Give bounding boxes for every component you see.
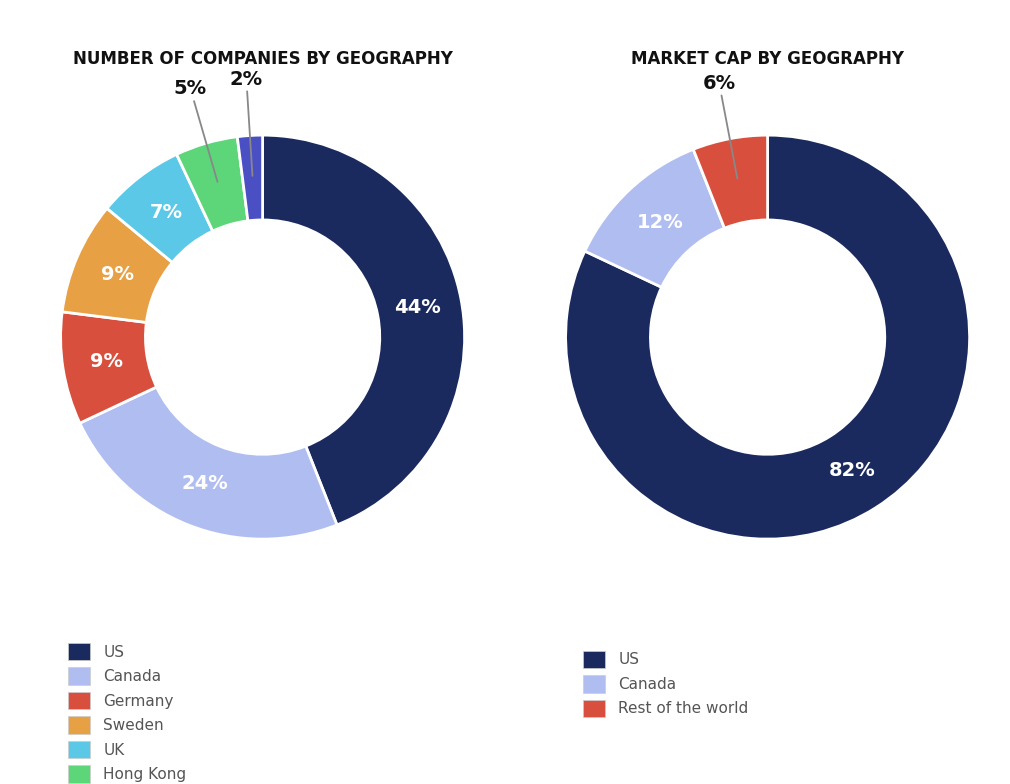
Wedge shape xyxy=(107,154,213,263)
Legend: US, Canada, Rest of the world: US, Canada, Rest of the world xyxy=(584,651,748,717)
Text: 82%: 82% xyxy=(828,461,876,480)
Text: 24%: 24% xyxy=(181,474,228,493)
Text: 6%: 6% xyxy=(703,74,737,179)
Wedge shape xyxy=(566,135,970,539)
Legend: US, Canada, Germany, Sweden, UK, Hong Kong, Australia: US, Canada, Germany, Sweden, UK, Hong Ko… xyxy=(69,643,187,784)
Text: 7%: 7% xyxy=(149,203,183,222)
Wedge shape xyxy=(63,209,173,322)
Title: MARKET CAP BY GEOGRAPHY: MARKET CAP BY GEOGRAPHY xyxy=(631,50,904,67)
Wedge shape xyxy=(237,135,263,221)
Wedge shape xyxy=(693,135,768,228)
Text: 9%: 9% xyxy=(91,352,123,372)
Text: 5%: 5% xyxy=(174,79,217,182)
Wedge shape xyxy=(177,136,247,231)
Wedge shape xyxy=(80,387,337,539)
Text: 9%: 9% xyxy=(101,265,134,284)
Text: 2%: 2% xyxy=(230,70,263,176)
Title: NUMBER OF COMPANIES BY GEOGRAPHY: NUMBER OF COMPANIES BY GEOGRAPHY xyxy=(73,50,452,67)
Text: 44%: 44% xyxy=(394,298,440,317)
Text: 12%: 12% xyxy=(636,212,683,232)
Wedge shape xyxy=(585,149,724,287)
Wedge shape xyxy=(263,135,465,525)
Wedge shape xyxy=(61,312,157,423)
